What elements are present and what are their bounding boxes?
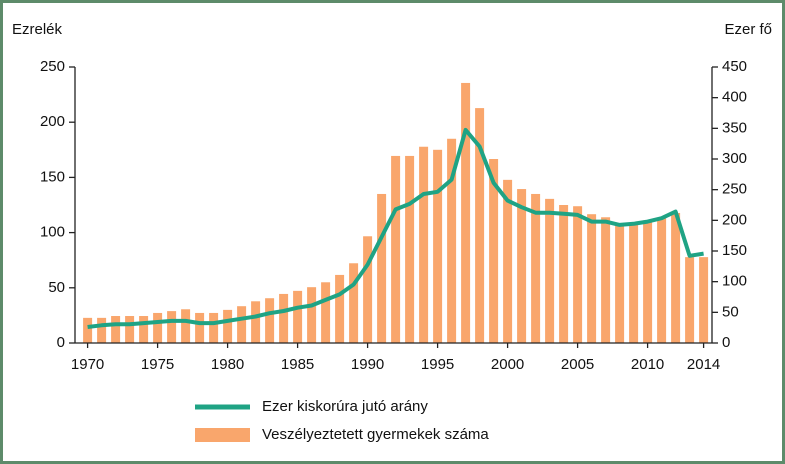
x-tick-label: 1985 bbox=[281, 356, 314, 373]
bar bbox=[447, 138, 457, 343]
bar bbox=[237, 306, 247, 343]
bar bbox=[517, 189, 527, 343]
bar bbox=[153, 312, 163, 343]
y2-tick-label: 100 bbox=[722, 273, 747, 290]
y2-tick-label: 250 bbox=[722, 181, 747, 198]
bar bbox=[279, 293, 289, 343]
bar bbox=[503, 179, 513, 343]
y2-tick-label: 300 bbox=[722, 150, 747, 167]
bar bbox=[489, 159, 499, 343]
bar bbox=[377, 193, 387, 343]
x-tick-label: 1975 bbox=[141, 356, 174, 373]
bar bbox=[545, 198, 555, 343]
bar bbox=[363, 236, 373, 343]
x-tick-label: 1980 bbox=[211, 356, 244, 373]
bar bbox=[167, 311, 177, 343]
x-tick-label: 1990 bbox=[351, 356, 384, 373]
bar bbox=[643, 220, 653, 343]
bar bbox=[223, 309, 233, 343]
bar bbox=[601, 217, 611, 343]
x-tick-label: 2010 bbox=[631, 356, 664, 373]
bar bbox=[419, 146, 429, 343]
bar bbox=[685, 257, 695, 343]
bar bbox=[293, 290, 303, 343]
y2-tick-label: 450 bbox=[722, 58, 747, 75]
y2-axis-title: Ezer fő bbox=[724, 21, 772, 38]
bar bbox=[405, 155, 415, 343]
bar bbox=[251, 301, 261, 343]
y2-tick-label: 0 bbox=[722, 334, 730, 351]
y2-tick-label: 50 bbox=[722, 303, 739, 320]
y2-tick-label: 350 bbox=[722, 119, 747, 136]
x-tick-label: 2000 bbox=[491, 356, 524, 373]
legend-swatch bbox=[195, 428, 250, 442]
bar bbox=[209, 312, 219, 343]
y2-tick-label: 200 bbox=[722, 211, 747, 228]
bar bbox=[111, 316, 121, 343]
bar bbox=[475, 108, 485, 344]
y-tick-label: 250 bbox=[40, 58, 65, 75]
x-tick-label: 2005 bbox=[561, 356, 594, 373]
y-axis-title: Ezrelék bbox=[12, 21, 63, 38]
bar bbox=[573, 206, 583, 343]
bar bbox=[699, 257, 709, 343]
bar bbox=[629, 222, 639, 343]
x-tick-label: 1995 bbox=[421, 356, 454, 373]
legend-label: Ezer kiskorúra jutó arány bbox=[262, 398, 428, 415]
bar bbox=[195, 312, 205, 343]
bar bbox=[433, 149, 443, 343]
bar bbox=[265, 298, 275, 343]
y-tick-label: 150 bbox=[40, 168, 65, 185]
y2-tick-label: 400 bbox=[722, 89, 747, 106]
bar bbox=[97, 317, 107, 343]
y-tick-label: 50 bbox=[48, 279, 65, 296]
bar bbox=[559, 205, 569, 343]
legend-label: Veszélyeztetett gyermekek száma bbox=[262, 426, 489, 443]
y-tick-label: 200 bbox=[40, 113, 65, 130]
x-tick-label: 1970 bbox=[71, 356, 104, 373]
bar bbox=[335, 274, 345, 343]
bar bbox=[83, 317, 93, 343]
bar bbox=[139, 316, 149, 343]
bar bbox=[671, 212, 681, 343]
y-tick-label: 0 bbox=[57, 334, 65, 351]
line bbox=[87, 127, 704, 329]
bar bbox=[181, 309, 191, 343]
x-tick-label: 2014 bbox=[687, 356, 720, 373]
bar bbox=[125, 316, 135, 343]
bar bbox=[321, 282, 331, 343]
bar bbox=[461, 82, 471, 344]
bar bbox=[657, 217, 667, 343]
y-tick-label: 100 bbox=[40, 224, 65, 241]
bar bbox=[391, 155, 401, 343]
bar bbox=[531, 193, 541, 343]
bar bbox=[349, 263, 359, 343]
bar bbox=[615, 224, 625, 343]
bar bbox=[307, 287, 317, 343]
bar bbox=[587, 214, 597, 343]
y2-tick-label: 150 bbox=[722, 242, 747, 259]
